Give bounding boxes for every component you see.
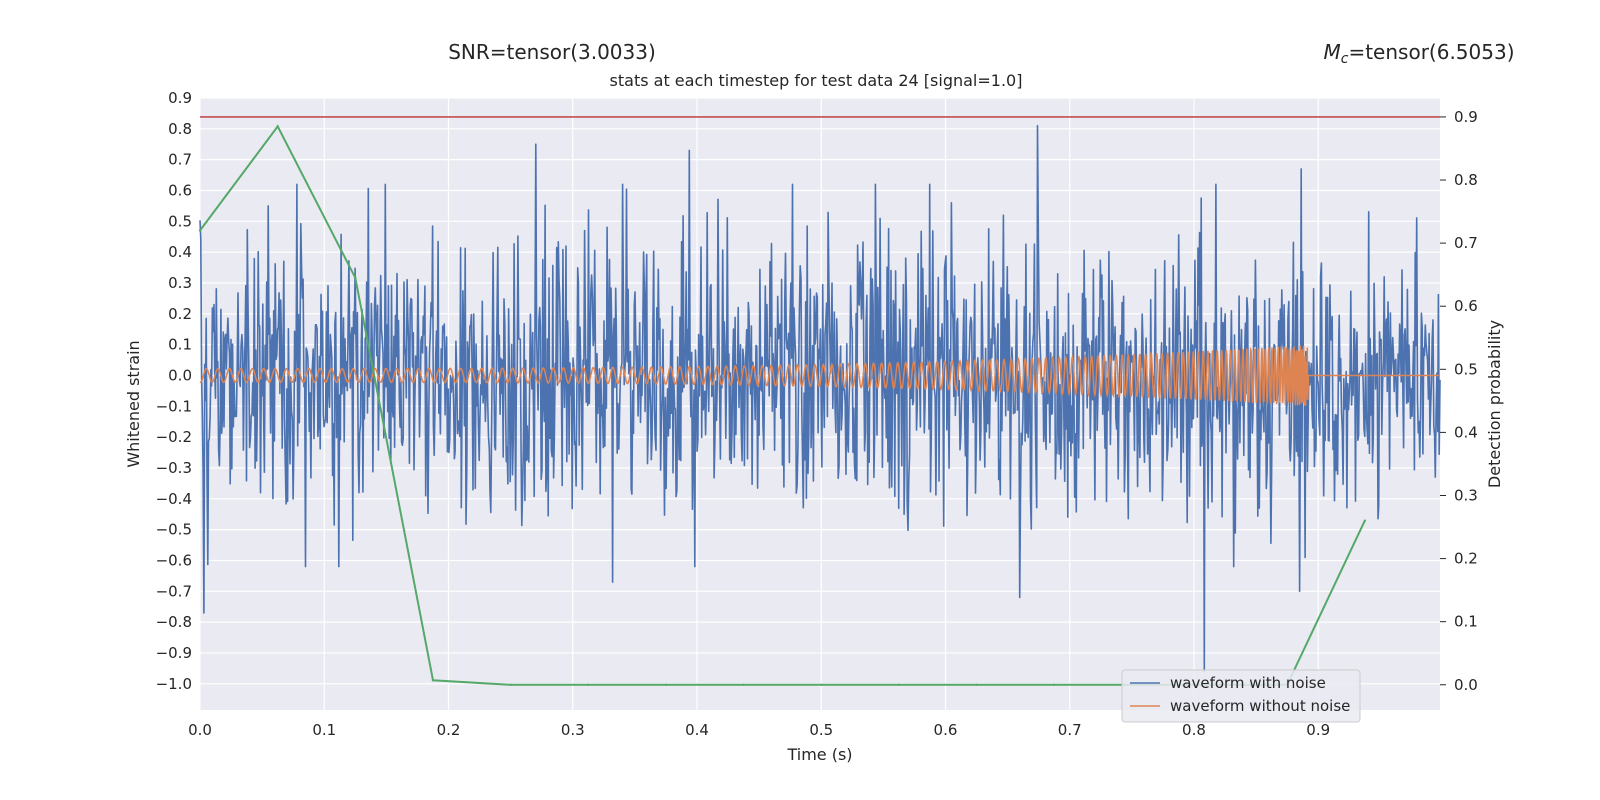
y-tick-label: 0.6 (168, 181, 192, 199)
detection-probability-point (509, 683, 512, 686)
legend: waveform with noise waveform without noi… (1121, 669, 1361, 723)
x-tick-label: 0.8 (1182, 721, 1206, 739)
y-tick-label: 0.7 (168, 151, 192, 169)
x-axis-label: Time (s) (786, 745, 852, 764)
detection-probability-point (587, 683, 590, 686)
y2-tick-label: 0.2 (1454, 550, 1478, 568)
detection-probability-point (276, 125, 279, 128)
detection-probability-point (742, 683, 745, 686)
chirp-mass-title: Mc=tensor(6.5053) (1323, 40, 1514, 67)
x-tick-label: 0.0 (188, 721, 212, 739)
series-line-waveform-with-noise (199, 124, 1441, 673)
legend-label-noisy: waveform with noise (1170, 674, 1326, 692)
snr-title: SNR=tensor(3.0033) (448, 40, 656, 64)
detection-probability-point (975, 683, 978, 686)
x-tick-label: 0.9 (1306, 721, 1330, 739)
y2-tick-label: 0.3 (1454, 486, 1478, 504)
y-tick-label: 0.3 (168, 274, 192, 292)
legend-label-clean: waveform without noise (1170, 697, 1350, 715)
x-tick-label: 0.1 (312, 721, 336, 739)
y2-tick-label: 0.6 (1454, 297, 1478, 315)
y-tick-label: −0.5 (156, 521, 192, 539)
y2-tick-label: 0.0 (1454, 676, 1478, 694)
x-tick-label: 0.5 (809, 721, 833, 739)
y2-tick-label: 0.9 (1454, 108, 1478, 126)
legend-box (1121, 669, 1361, 723)
detection-probability-point (820, 683, 823, 686)
y-tick-label: −1.0 (156, 675, 192, 693)
y2-tick-label: 0.1 (1454, 613, 1478, 631)
y-tick-label: −0.7 (156, 582, 192, 600)
x-tick-label: 0.7 (1058, 721, 1082, 739)
y-tick-label: 0.8 (168, 120, 192, 138)
y2-axis-label: Detection probability (1485, 320, 1504, 488)
y2-tick-label: 0.4 (1454, 423, 1478, 441)
y2-tick-label: 0.8 (1454, 171, 1478, 189)
y-tick-label: 0.0 (168, 366, 192, 384)
y-tick-label: −0.9 (156, 644, 192, 662)
detection-probability-point (664, 683, 668, 686)
y2-tick-label: 0.5 (1454, 360, 1478, 378)
detection-probability-point (354, 276, 357, 280)
y-tick-label: 0.1 (168, 336, 192, 354)
y-tick-label: −0.2 (156, 428, 192, 446)
y-tick-label: 0.2 (168, 305, 192, 323)
x-tick-label: 0.6 (934, 721, 958, 739)
detection-probability-point (1053, 683, 1056, 686)
y-axis-label: Whitened strain (124, 340, 143, 467)
y-tick-label: 0.5 (168, 212, 192, 230)
y-tick-label: −0.3 (156, 459, 192, 477)
tick-labels: 0.0 0.1 0.2 0.3 0.4 0.5 0.6 0.7 0.8 0.9 0.9 0.8 0.7 0… (156, 89, 1478, 739)
detection-probability-point (431, 679, 435, 682)
y-tick-label: −0.6 (156, 551, 192, 569)
detection-probability-point (1363, 519, 1367, 522)
detection-probability-point (897, 683, 901, 686)
series-line-waveform-without-noise (199, 345, 1440, 406)
y-tick-label: −0.4 (156, 490, 192, 508)
chart-title: stats at each timestep for test data 24 … (610, 71, 1023, 90)
y2-tick-label: 0.7 (1454, 234, 1478, 252)
y-tick-label: −0.1 (156, 397, 192, 415)
detection-probability-point (198, 229, 202, 232)
y-tick-label: 0.4 (168, 243, 192, 261)
x-tick-label: 0.4 (685, 721, 709, 739)
x-tick-label: 0.2 (437, 721, 461, 739)
y-tick-label: 0.9 (168, 89, 192, 107)
x-tick-label: 0.3 (561, 721, 585, 739)
y-tick-label: −0.8 (156, 613, 192, 631)
